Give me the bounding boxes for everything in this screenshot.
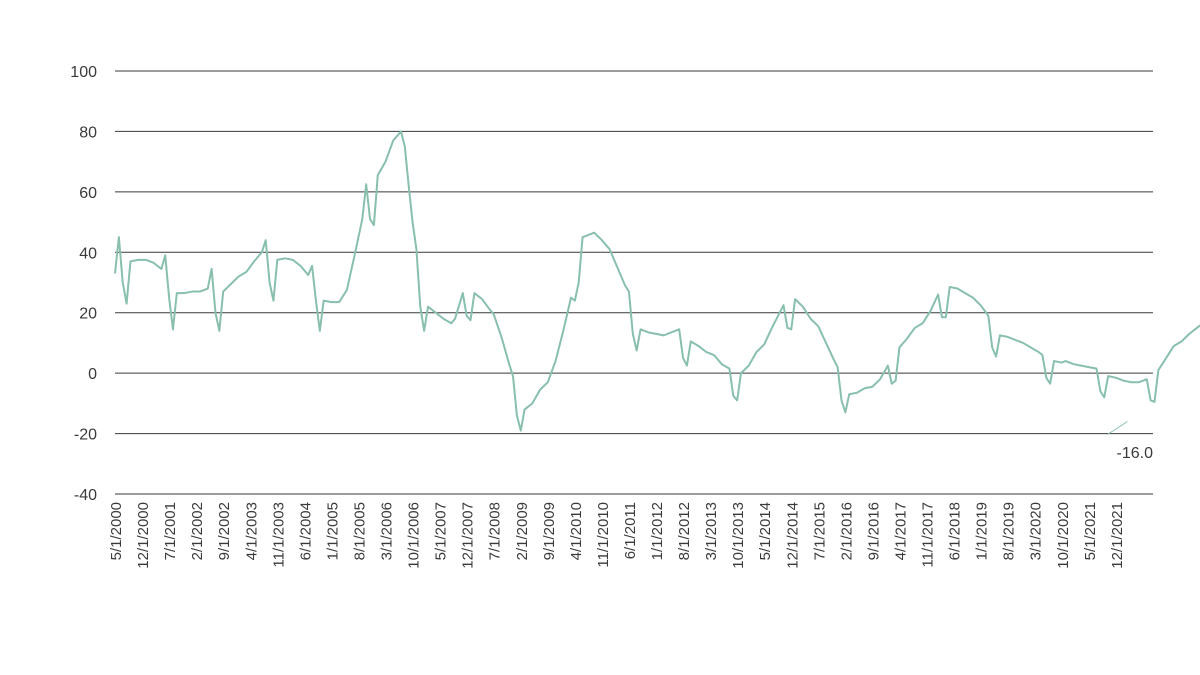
x-tick-label: 12/1/2014 bbox=[784, 502, 801, 569]
x-tick-label: 1/1/2019 bbox=[974, 502, 991, 560]
x-tick-label: 5/1/2021 bbox=[1082, 502, 1099, 560]
x-tick-label: 12/1/2000 bbox=[135, 502, 152, 569]
x-tick-label: 12/1/2007 bbox=[460, 502, 477, 569]
x-tick-label: 8/1/2012 bbox=[676, 502, 693, 560]
x-tick-label: 3/1/2006 bbox=[379, 502, 396, 560]
x-tick-label: 8/1/2005 bbox=[351, 502, 368, 560]
annotation-layer: -16.0 bbox=[1107, 421, 1153, 462]
x-tick-label: 4/1/2017 bbox=[892, 502, 909, 560]
x-tick-label: 4/1/2010 bbox=[568, 502, 585, 560]
x-tick-label: 6/1/2018 bbox=[947, 502, 964, 560]
x-tick-label: 10/1/2020 bbox=[1055, 502, 1072, 569]
x-tick-label: 9/1/2016 bbox=[865, 502, 882, 560]
annotation-leader-line bbox=[1107, 421, 1128, 435]
last-value-annotation: -16.0 bbox=[1117, 445, 1154, 462]
y-tick-label: 20 bbox=[79, 306, 97, 323]
x-tick-label: 7/1/2008 bbox=[487, 502, 504, 560]
y-axis-tick-labels: 100 80 60 40 20 0 -20 -40 bbox=[70, 64, 97, 504]
x-tick-label: 4/1/2003 bbox=[243, 502, 260, 560]
x-tick-label: 7/1/2015 bbox=[811, 502, 828, 560]
x-tick-label: 8/1/2019 bbox=[1001, 502, 1018, 560]
series-layer bbox=[114, 130, 1200, 432]
x-tick-label: 5/1/2007 bbox=[433, 502, 450, 560]
x-tick-label: 12/1/2021 bbox=[1109, 502, 1126, 569]
x-tick-label: 2/1/2016 bbox=[838, 502, 855, 560]
x-tick-label: 1/1/2012 bbox=[649, 502, 666, 560]
x-tick-label: 2/1/2009 bbox=[514, 502, 531, 560]
gridlines bbox=[115, 70, 1153, 495]
x-tick-label: 6/1/2011 bbox=[622, 502, 639, 559]
x-tick-label: 10/1/2006 bbox=[406, 502, 423, 569]
y-tick-label: 0 bbox=[88, 366, 97, 383]
series-line bbox=[114, 130, 1200, 432]
x-tick-label: 9/1/2002 bbox=[216, 502, 233, 560]
x-tick-label: 3/1/2020 bbox=[1028, 502, 1045, 560]
x-axis-tick-labels: 5/1/2000 12/1/2000 7/1/2001 2/1/2002 9/1/200… bbox=[108, 502, 1126, 569]
x-tick-label: 9/1/2009 bbox=[541, 502, 558, 560]
x-tick-label: 6/1/2004 bbox=[297, 502, 314, 560]
x-tick-label: 2/1/2002 bbox=[189, 502, 206, 560]
x-tick-label: 5/1/2014 bbox=[757, 502, 774, 560]
y-tick-label: 40 bbox=[79, 245, 97, 262]
x-tick-label: 5/1/2000 bbox=[108, 502, 125, 560]
x-tick-label: 1/1/2005 bbox=[324, 502, 341, 560]
x-tick-label: 3/1/2013 bbox=[703, 502, 720, 560]
x-tick-label: 10/1/2013 bbox=[730, 502, 747, 569]
x-tick-label: 7/1/2001 bbox=[162, 502, 179, 560]
y-tick-label: 60 bbox=[79, 185, 97, 202]
y-tick-label: -40 bbox=[74, 487, 97, 504]
y-tick-label: 80 bbox=[79, 124, 97, 141]
y-tick-label: -20 bbox=[74, 427, 97, 444]
x-tick-label: 11/1/2010 bbox=[595, 502, 612, 568]
x-tick-label: 11/1/2017 bbox=[920, 502, 937, 568]
x-tick-label: 11/1/2003 bbox=[270, 502, 287, 568]
y-tick-label: 100 bbox=[70, 64, 97, 81]
